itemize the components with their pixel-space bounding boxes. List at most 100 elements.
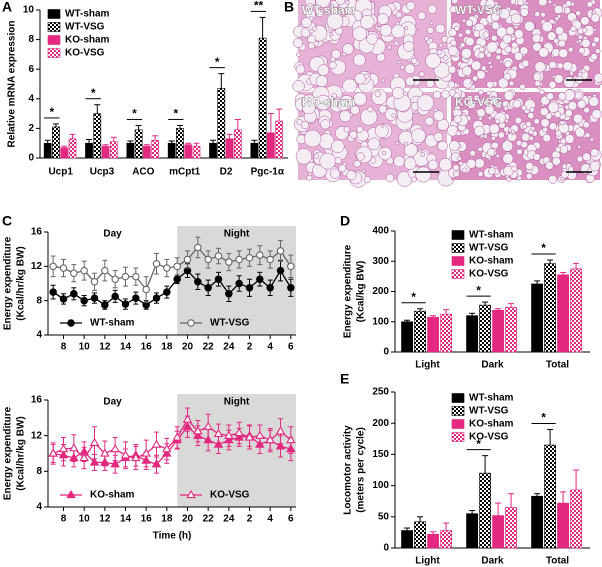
marker — [182, 414, 193, 423]
error-bar — [469, 510, 476, 514]
marker — [235, 255, 243, 264]
panel-label: D — [340, 213, 350, 229]
legend-swatch — [451, 419, 465, 429]
marker — [214, 275, 223, 283]
error-bar — [69, 133, 76, 139]
x-tick-label: Ucp3 — [90, 167, 115, 178]
marker — [89, 437, 100, 446]
marker — [256, 251, 264, 259]
legend-swatch — [451, 406, 465, 416]
y-tick-label: 100 — [372, 480, 389, 491]
legend-label: WT-sham — [469, 393, 514, 404]
x-tick-label: 18 — [161, 342, 173, 353]
error-bar — [276, 108, 283, 121]
x-tick-label: Ucp1 — [48, 167, 73, 178]
significance-label: * — [476, 283, 481, 297]
marker — [256, 275, 264, 283]
marker — [163, 288, 171, 296]
error-bar — [234, 119, 241, 130]
marker — [70, 269, 78, 277]
legend-swatch — [451, 432, 465, 442]
marker — [49, 288, 57, 296]
error-bar — [430, 531, 437, 535]
significance-label: ** — [254, 0, 264, 13]
legend-swatch — [451, 256, 465, 266]
marker — [152, 294, 161, 302]
error-bar — [218, 73, 225, 89]
significance-label: * — [541, 241, 546, 255]
legend-label: KO-sham — [90, 490, 135, 501]
marker — [287, 284, 295, 292]
marker — [265, 435, 275, 444]
marker — [59, 264, 68, 272]
y-tick-label: 8 — [28, 34, 34, 45]
marker — [48, 448, 58, 457]
bar — [126, 142, 135, 159]
night-shading — [177, 394, 296, 507]
y-tick-label: 8 — [36, 295, 42, 306]
y-tick-label: 200 — [372, 418, 389, 429]
legend-label: WT-sham — [65, 9, 110, 20]
significance-label: * — [49, 105, 54, 119]
error-bar — [482, 301, 489, 306]
marker — [79, 452, 89, 462]
bar — [43, 142, 52, 159]
y-tick-label: 50 — [378, 511, 390, 522]
error-bar — [417, 308, 424, 312]
image-label: WT-VSG — [455, 3, 502, 17]
x-tick-label: 2 — [247, 514, 253, 525]
significance-label: * — [476, 437, 481, 451]
legend-marker — [67, 319, 75, 327]
marker — [245, 284, 254, 292]
error-bar — [495, 308, 502, 311]
bar — [505, 507, 517, 549]
bar — [85, 142, 93, 159]
bar — [134, 129, 143, 159]
marker — [162, 443, 172, 453]
bar — [570, 268, 582, 353]
bar — [440, 530, 452, 549]
marker — [111, 275, 119, 283]
legend-label: KO-sham — [65, 35, 110, 46]
error-bar — [102, 144, 109, 147]
y-tick-label: 16 — [31, 395, 43, 406]
bar — [427, 533, 439, 549]
marker — [276, 247, 285, 255]
x-tick-label: 2 — [247, 342, 253, 353]
marker — [245, 254, 254, 262]
x-tick-label: 8 — [61, 342, 67, 353]
bar — [217, 88, 226, 159]
x-tick-label: 24 — [223, 514, 235, 525]
bar — [233, 129, 242, 159]
marker — [111, 292, 119, 301]
x-tick-label: 14 — [120, 342, 132, 353]
x-tick-label: Pgc-1α — [251, 167, 285, 178]
y-tick-label: 6 — [28, 64, 34, 75]
legend-label: KO-sham — [469, 256, 514, 267]
marker — [225, 290, 233, 298]
x-tick-label: 4 — [267, 514, 273, 525]
significance-label: * — [91, 86, 96, 100]
bar — [531, 495, 543, 549]
significance-label: * — [541, 411, 546, 425]
marker — [121, 272, 130, 281]
y-axis-label: (Kcal/kg BW) — [356, 261, 367, 323]
legend-label: WT-VSG — [469, 243, 509, 254]
error-bar — [185, 142, 192, 145]
marker — [152, 260, 161, 268]
marker — [183, 255, 192, 264]
marker — [173, 275, 181, 283]
panel-label: B — [284, 0, 294, 15]
marker — [58, 443, 69, 453]
error-bar — [127, 140, 134, 144]
bar — [275, 120, 284, 159]
significance-label: * — [411, 290, 416, 304]
error-bar — [168, 140, 175, 144]
marker — [255, 430, 265, 439]
bar — [479, 304, 491, 353]
x-tick-label: Light — [415, 556, 440, 567]
bar — [440, 313, 452, 353]
marker — [214, 252, 223, 260]
legend-swatch — [451, 243, 465, 253]
